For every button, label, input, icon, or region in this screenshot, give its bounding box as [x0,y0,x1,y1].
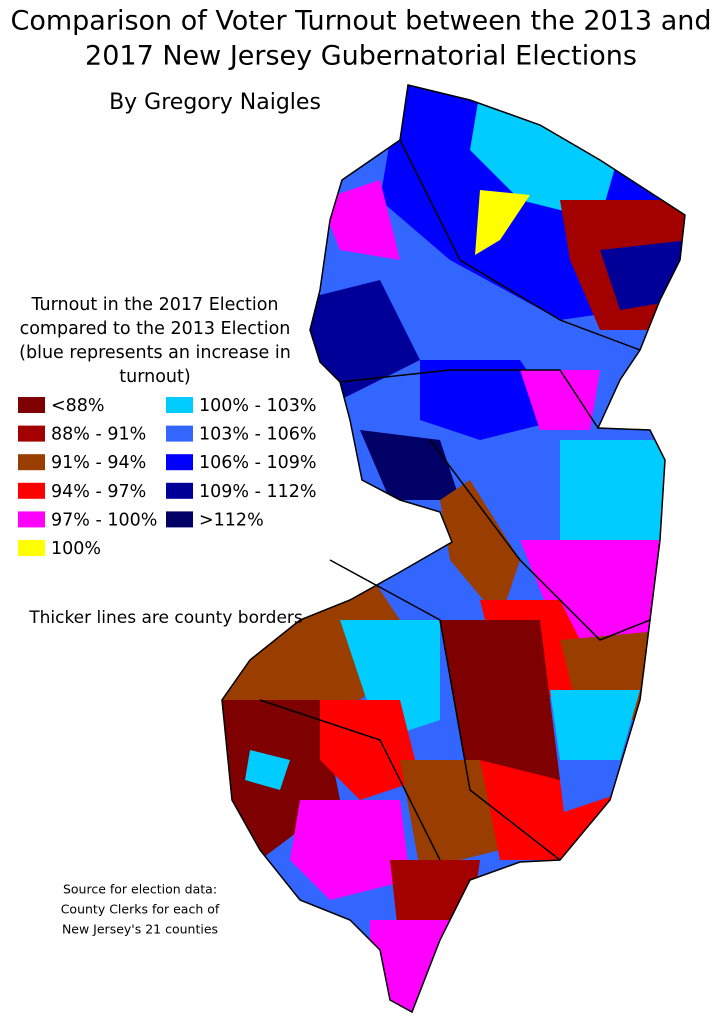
title-line: 2017 New Jersey Gubernatorial Elections [85,41,637,72]
legend-swatch [166,482,193,499]
legend-swatch [18,425,45,442]
legend-label: 106% - 109% [199,453,317,473]
legend-swatch [166,511,193,528]
legend-swatch [18,454,45,471]
state-map [222,85,685,1012]
title-line: Comparison of Voter Turnout between the … [11,6,712,37]
legend-swatch [166,454,193,471]
state-outline [221,84,686,1014]
legend-label: 109% - 112% [199,482,317,502]
legend-title: compared to the 2013 Election [20,319,291,339]
source-line: County Clerks for each of [61,902,220,917]
legend-title: Turnout in the 2017 Election [30,295,278,315]
legend-label: 91% - 94% [51,453,146,473]
legend-swatch [18,540,45,556]
legend-label: 103% - 106% [199,425,317,445]
source-line: New Jersey's 21 counties [62,922,218,937]
county-borders [259,139,651,861]
legend-swatch [18,397,45,413]
legend-label: 94% - 97% [51,482,146,502]
legend-swatch [166,425,193,442]
legend-title: (blue represents an increase in [19,343,291,363]
legend-swatch [166,397,193,413]
legend-label: 88% - 91% [51,425,146,445]
legend-label: >112% [199,510,264,530]
legend-label: 100% [51,539,101,559]
legend-swatch [18,511,45,528]
note: Thicker lines are county borders [28,608,303,628]
subtitle: By Gregory Naigles [109,90,321,115]
legend-title: turnout) [119,367,190,387]
legend: Turnout in the 2017 Election compared to… [18,295,317,559]
legend-label: 97% - 100% [51,510,157,530]
legend-label: <88% [51,396,105,416]
legend-label: 100% - 103% [199,396,317,416]
legend-swatch [18,482,45,499]
source-line: Source for election data: [63,882,217,897]
